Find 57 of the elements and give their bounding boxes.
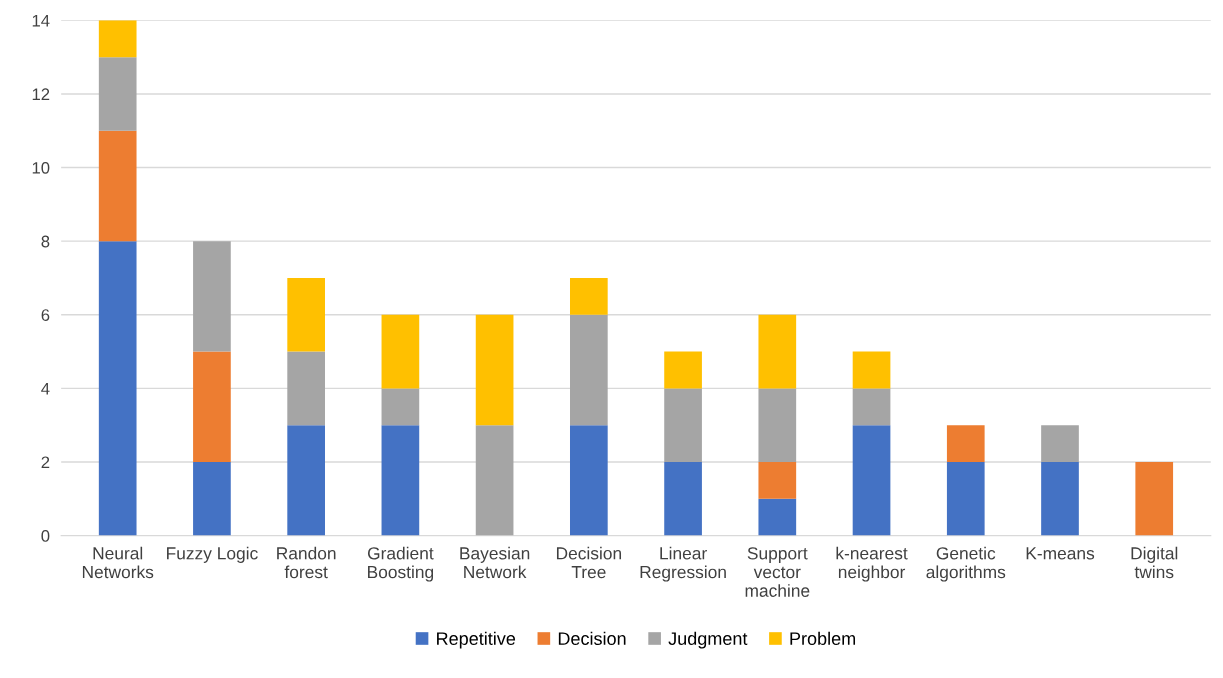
legend-label: Repetitive <box>437 631 516 649</box>
bar <box>758 498 797 536</box>
bar <box>852 351 891 389</box>
x-tick-label: Digital twins <box>1131 546 1178 579</box>
x-tick-label: k-nearest neighbor <box>836 546 908 582</box>
bar <box>98 241 137 536</box>
x-tick-label: K-means <box>1026 547 1095 560</box>
x-tick-label: Genetic algorithms <box>926 546 1006 582</box>
x-tick-label: Fuzzy Logic <box>167 546 258 563</box>
y-tick-label: 10 <box>32 161 50 174</box>
y-tick-label: 6 <box>41 309 50 321</box>
bar <box>852 425 891 536</box>
bar <box>664 462 702 536</box>
x-tick-label: Support vector machine <box>745 547 810 597</box>
bar <box>570 314 608 426</box>
bar <box>287 277 325 352</box>
bar <box>381 314 420 389</box>
x-tick-label: Bayesian Network <box>460 546 530 579</box>
y-tick-label: 14 <box>32 14 50 27</box>
x-tick-label: Neural Networks <box>82 546 154 579</box>
legend-label: Judgment <box>668 631 748 649</box>
bar <box>852 388 891 426</box>
bar <box>664 388 702 463</box>
y-tick-label: 2 <box>41 456 50 469</box>
y-tick-label: 12 <box>32 88 50 100</box>
x-tick-label: Decision Tree <box>556 546 622 579</box>
bar <box>287 425 325 536</box>
bar <box>193 462 231 536</box>
legend-label: Problem <box>790 631 856 645</box>
legend-label: Decision <box>558 631 626 645</box>
y-tick-label: 0 <box>41 530 50 542</box>
bar <box>193 241 231 352</box>
bar <box>946 425 985 463</box>
x-tick-label: Linear Regression <box>640 546 726 582</box>
bar <box>570 425 608 536</box>
bar <box>98 130 137 242</box>
bar <box>758 388 797 463</box>
y-tick-label: 4 <box>41 382 50 395</box>
bar <box>946 462 985 536</box>
bar <box>758 314 797 389</box>
bar <box>758 462 797 499</box>
bar <box>381 425 420 536</box>
bar <box>193 351 231 463</box>
bar <box>381 388 420 426</box>
x-tick-label: Randon forest <box>277 546 336 579</box>
bar <box>475 425 514 536</box>
x-tick-label: Gradient Boosting <box>367 546 434 582</box>
bar <box>98 20 137 58</box>
bar <box>475 314 514 426</box>
bar <box>664 351 702 389</box>
bar <box>287 351 325 426</box>
bar <box>1041 425 1079 463</box>
bar <box>1135 462 1174 536</box>
bar <box>570 277 608 315</box>
bar <box>1041 462 1079 536</box>
y-tick-label: 8 <box>41 235 50 248</box>
bar <box>98 57 137 131</box>
